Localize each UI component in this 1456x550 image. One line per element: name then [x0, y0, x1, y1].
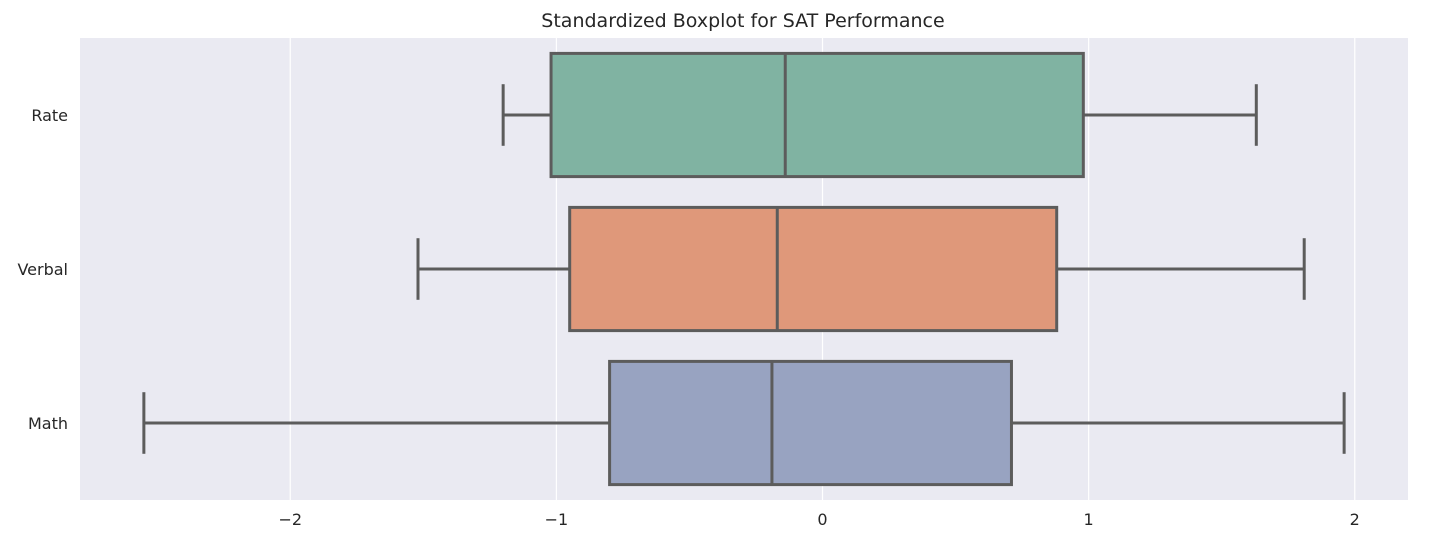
x-tick-label: 2: [1350, 510, 1360, 529]
y-category-label: Verbal: [17, 260, 68, 279]
iqr-box: [568, 205, 1059, 333]
y-axis-categories: Rate Verbal Math: [17, 106, 68, 433]
box-math: [142, 359, 1346, 487]
x-tick-label: −2: [278, 510, 302, 529]
y-category-label: Rate: [31, 106, 68, 125]
x-tick-label: 0: [817, 510, 827, 529]
x-tick-label: 1: [1084, 510, 1094, 529]
boxes-group: [142, 51, 1346, 487]
box-rate: [501, 51, 1258, 179]
iqr-box: [549, 51, 1085, 179]
y-category-label: Math: [28, 414, 68, 433]
x-tick-label: −1: [545, 510, 569, 529]
iqr-box: [608, 359, 1013, 487]
x-axis-ticks: −2 −1 0 1 2: [278, 510, 1359, 529]
chart-title: Standardized Boxplot for SAT Performance: [541, 10, 944, 32]
box-verbal: [416, 205, 1306, 333]
